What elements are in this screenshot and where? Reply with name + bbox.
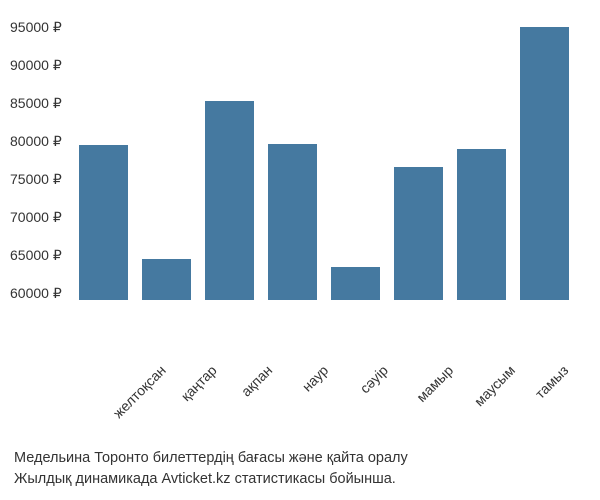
x-tick-slot: наур	[281, 354, 340, 370]
x-tick-label: наур	[299, 362, 332, 395]
bar	[394, 167, 443, 300]
bar	[205, 101, 254, 300]
x-tick-label: сәуір	[357, 362, 391, 396]
x-tick-slot: ақпан	[222, 354, 281, 370]
x-tick-slot: мамыр	[399, 354, 458, 370]
x-tick-slot: тамыз	[517, 354, 576, 370]
y-tick-label: 65000 ₽	[10, 248, 62, 262]
bar-slot	[513, 20, 576, 300]
x-tick-slot: маусым	[458, 354, 517, 370]
x-tick-slot: қаңтар	[164, 354, 223, 370]
bar	[520, 27, 569, 300]
bars-container	[68, 20, 580, 300]
y-tick-label: 85000 ₽	[10, 96, 62, 110]
y-tick-label: 60000 ₽	[10, 286, 62, 300]
chart-caption: Медельина Торонто билеттердің бағасы жән…	[10, 448, 580, 490]
y-axis: 95000 ₽ 90000 ₽ 85000 ₽ 80000 ₽ 75000 ₽ 70000…	[10, 20, 68, 300]
x-tick-label: қаңтар	[178, 362, 220, 404]
y-tick-label: 80000 ₽	[10, 134, 62, 148]
bar-slot	[198, 20, 261, 300]
y-tick-label: 90000 ₽	[10, 58, 62, 72]
bar	[268, 144, 317, 300]
bar-slot	[387, 20, 450, 300]
x-tick-slot: желтоқсан	[96, 354, 164, 370]
bar-slot	[72, 20, 135, 300]
price-bar-chart: 95000 ₽ 90000 ₽ 85000 ₽ 80000 ₽ 75000 ₽ 70000…	[10, 20, 580, 354]
bar	[142, 259, 191, 300]
caption-line-1: Медельина Торонто билеттердің бағасы жән…	[14, 448, 580, 469]
bar-slot	[135, 20, 198, 300]
bar-slot	[450, 20, 513, 300]
bar	[457, 149, 506, 300]
bar	[79, 145, 128, 300]
x-tick-label: желтоқсан	[110, 362, 169, 421]
y-tick-label: 70000 ₽	[10, 210, 62, 224]
x-tick-label: ақпан	[238, 362, 275, 399]
x-tick-label: тамыз	[532, 362, 572, 402]
y-tick-label: 95000 ₽	[10, 20, 62, 34]
x-tick-label: маусым	[471, 362, 518, 409]
caption-line-2: Жылдық динамикада Avticket.kz статистика…	[14, 469, 580, 490]
x-tick-label: мамыр	[413, 362, 456, 405]
bar-slot	[261, 20, 324, 300]
y-tick-label: 75000 ₽	[10, 172, 62, 186]
x-tick-slot: сәуір	[340, 354, 399, 370]
x-axis: желтоқсанқаңтарақпаннаурсәуірмамырмаусым…	[92, 354, 580, 370]
bar-slot	[324, 20, 387, 300]
bar	[331, 267, 380, 300]
plot-area	[68, 20, 580, 300]
